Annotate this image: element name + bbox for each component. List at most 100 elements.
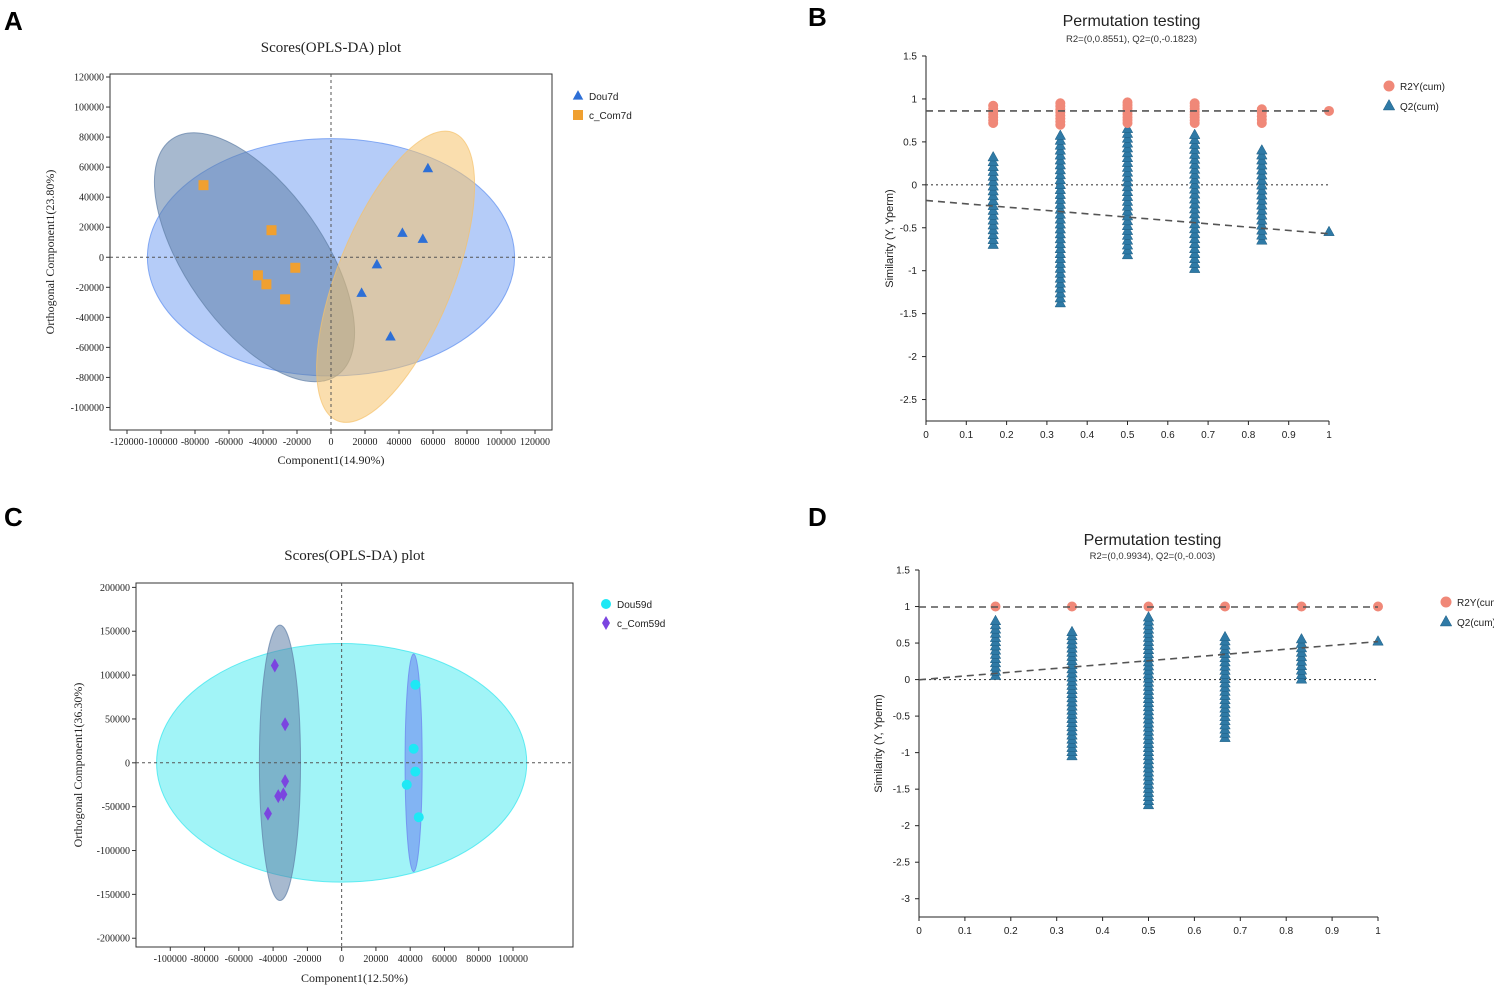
- legend-marker-dou59d: [601, 599, 611, 609]
- y-tick-label: -200000: [97, 934, 130, 945]
- x-tick-label: -100000: [144, 437, 177, 448]
- legend-label: Dou59d: [617, 600, 652, 611]
- y-tick-label: -1.5: [900, 309, 918, 320]
- point-q2-cum: [1256, 204, 1268, 215]
- y-tick-label: 150000: [100, 627, 130, 638]
- y-tick-label: -3: [901, 894, 910, 905]
- x-tick-label: 40000: [398, 954, 423, 965]
- x-tick-label: 0.8: [1241, 430, 1255, 441]
- point-r2y-cum: [1122, 97, 1133, 108]
- y-axis-label: Orthogonal Component1(36.30%): [71, 683, 85, 848]
- point-dou7d: [397, 227, 408, 237]
- y-tick-label: -40000: [76, 313, 104, 324]
- y-tick-label: 0.5: [903, 137, 917, 148]
- y-tick-label: -1.5: [893, 785, 911, 796]
- point-r2y-cum: [1055, 98, 1066, 109]
- x-tick-label: 0: [339, 954, 344, 965]
- point-dou59d: [410, 766, 421, 777]
- point-r2y-cum: [1066, 601, 1077, 612]
- point-c-com7d: [266, 225, 277, 236]
- y-tick-label: 200000: [100, 583, 130, 594]
- y-axis-label: Orthogonal Component1(23.80%): [43, 170, 57, 335]
- legend-marker-r2y-cum-: [1383, 80, 1395, 92]
- y-tick-label: -1: [908, 266, 917, 277]
- point-c-com7d: [252, 270, 263, 281]
- y-tick-label: 60000: [79, 163, 104, 174]
- point-dou59d: [410, 679, 421, 690]
- legend-label: R2Y(cum): [1457, 598, 1494, 609]
- legend-marker-q2-cum-: [1439, 615, 1453, 627]
- x-tick-label: 1: [1375, 926, 1381, 937]
- point-r2y-cum: [1296, 601, 1307, 612]
- x-tick-label: 0.7: [1233, 926, 1247, 937]
- y-tick-label: -60000: [76, 343, 104, 354]
- point-q2-cum: [989, 614, 1002, 625]
- point-c-com59d: [263, 806, 272, 821]
- point-q2-cum: [1256, 164, 1268, 175]
- point-q2-cum: [1219, 630, 1231, 642]
- x-axis-label: Component1(14.90%): [278, 453, 385, 467]
- point-r2y-cum: [1189, 98, 1200, 109]
- point-dou7d: [417, 233, 429, 243]
- y-axis-label: Similarity (Y, Yperm): [884, 189, 896, 287]
- x-tick-label: 0.8: [1279, 926, 1293, 937]
- legend-marker-c-com59d: [602, 616, 610, 630]
- x-tick-label: 0.2: [1000, 430, 1014, 441]
- panel-b-permutation-plot: Permutation testing R2=(0,0.8551), Q2=(0,…: [884, 13, 1445, 441]
- point-q2-cum: [1256, 144, 1268, 155]
- panel-letter-b: B: [808, 2, 827, 32]
- x-tick-label: 40000: [387, 437, 412, 448]
- y-tick-label: -100000: [97, 846, 130, 857]
- y-tick-label: -80000: [76, 373, 104, 384]
- y-tick-label: 0.5: [896, 639, 910, 650]
- y-axis-label: Similarity (Y, Yperm): [873, 694, 885, 792]
- point-q2-cum: [987, 150, 999, 162]
- legend-label: Dou7d: [589, 92, 618, 103]
- y-tick-label: -2: [908, 352, 917, 363]
- panel-letter-a: A: [4, 6, 23, 36]
- point-q2-cum: [1295, 632, 1308, 644]
- point-c-com7d: [290, 262, 301, 273]
- point-c-com59d: [281, 774, 290, 789]
- y-tick-label: 80000: [79, 133, 104, 144]
- x-tick-label: 0.1: [958, 926, 972, 937]
- chart-title: Scores(OPLS-DA) plot: [261, 40, 402, 56]
- panel-letter-d: D: [808, 502, 827, 532]
- y-tick-label: -2.5: [900, 395, 918, 406]
- y-tick-label: 40000: [79, 193, 104, 204]
- y-tick-label: 0: [904, 675, 910, 686]
- point-q2-cum: [1256, 214, 1268, 225]
- x-tick-label: -120000: [110, 437, 143, 448]
- chart-title: Permutation testing: [1063, 13, 1201, 30]
- chart-subtitle: R2=(0,0.9934), Q2=(0,-0.003): [1090, 551, 1216, 562]
- point-q2-cum: [1256, 224, 1268, 235]
- y-tick-label: -0.5: [893, 712, 911, 723]
- x-tick-label: 20000: [353, 437, 378, 448]
- point-dou7d: [385, 330, 396, 341]
- legend-marker-q2-cum-: [1382, 99, 1396, 111]
- point-q2-cum: [1189, 128, 1201, 139]
- point-q2-cum: [1256, 179, 1268, 190]
- legend-marker-c-com7d: [573, 110, 583, 120]
- y-tick-label: -20000: [76, 283, 104, 294]
- point-c-com59d: [281, 717, 290, 732]
- point-dou7d: [422, 162, 434, 173]
- panel-c-scores-plot: Scores(OPLS-DA) plot-100000 -80000 -60000-…: [71, 548, 665, 985]
- y-tick-label: 20000: [79, 223, 104, 234]
- y-tick-label: 0: [99, 253, 104, 264]
- x-tick-label: 0: [923, 430, 929, 441]
- point-c-com59d: [274, 789, 283, 804]
- legend-label: c_Com59d: [617, 619, 665, 630]
- point-dou59d: [408, 743, 419, 754]
- x-tick-label: 0.7: [1201, 430, 1215, 441]
- point-q2-cum: [1256, 159, 1268, 170]
- legend-label: Q2(cum): [1400, 102, 1439, 113]
- x-tick-label: 0.5: [1121, 430, 1135, 441]
- point-q2-cum: [1256, 169, 1268, 180]
- x-tick-label: -60000: [215, 437, 243, 448]
- legend-marker-dou7d: [572, 90, 584, 100]
- legend-label: R2Y(cum): [1400, 82, 1445, 93]
- x-tick-label: -80000: [190, 954, 218, 965]
- x-tick-label: 0.9: [1325, 926, 1339, 937]
